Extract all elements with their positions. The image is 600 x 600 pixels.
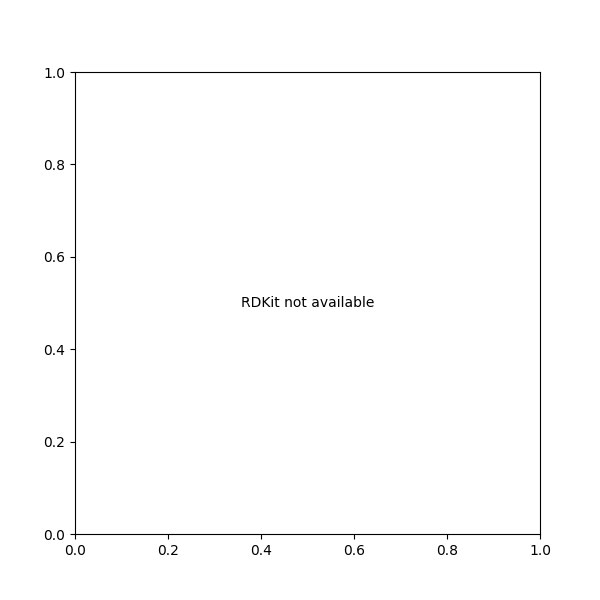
Text: RDKit not available: RDKit not available — [241, 296, 374, 310]
